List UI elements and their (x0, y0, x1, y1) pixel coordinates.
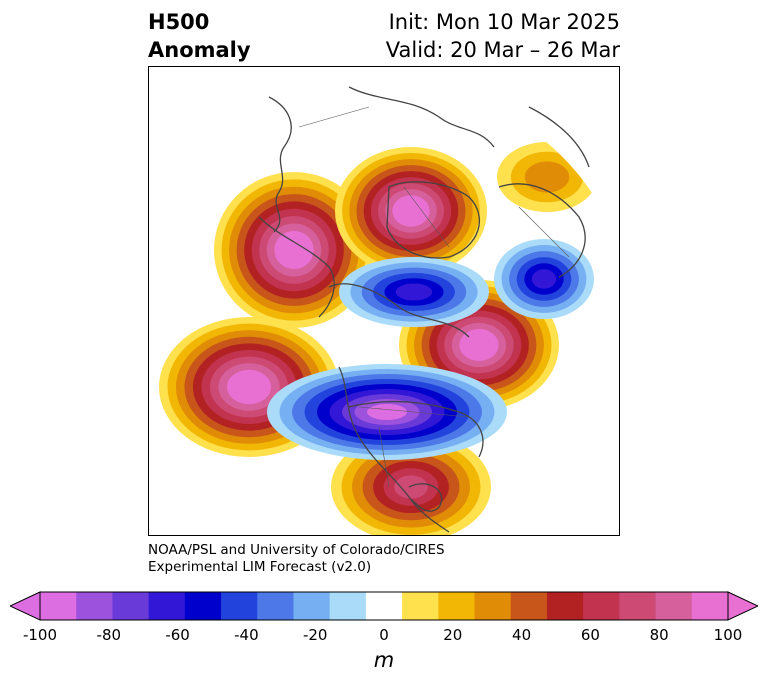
contour-band (399, 201, 423, 221)
contour-band (235, 376, 263, 398)
colorbar-tick-label: -100 (22, 626, 58, 644)
colorbar-bin (438, 592, 476, 620)
colorbar-bin (293, 592, 331, 620)
colorbar-tick-label: 100 (713, 626, 743, 644)
colorbar-tick-label: -20 (302, 626, 328, 644)
political-borders (298, 106, 570, 488)
colorbar-bin (546, 592, 584, 620)
contour-band (524, 161, 570, 193)
contour-band (281, 238, 307, 262)
colorbar-extend-min (10, 591, 41, 621)
colorbar-bin (583, 592, 620, 620)
colorbar-bin (365, 592, 403, 620)
colorbar-bin (184, 592, 222, 620)
init-date: Init: Mon 10 Mar 2025 (388, 10, 620, 34)
map-panel (148, 66, 620, 536)
coastlines (258, 86, 590, 533)
valid-dates: Valid: 20 Mar – 26 Mar (385, 38, 620, 62)
colorbar-bin (619, 592, 657, 620)
colorbar-bin (257, 592, 294, 620)
colorbar-tick-label: 80 (649, 626, 669, 644)
colorbar-bin (112, 592, 150, 620)
colorbar-tick-label: 60 (580, 626, 600, 644)
colorbar-tick-label: -40 (234, 626, 259, 644)
contour-band (466, 335, 492, 355)
colorbar-bin (691, 592, 729, 620)
contour-band (531, 269, 557, 289)
anomaly-europe-trough (494, 239, 594, 319)
colorbar (10, 591, 758, 621)
anomaly-greenland-high (335, 147, 487, 275)
anomaly-baffin-trough (339, 257, 489, 327)
contour-band (395, 283, 433, 301)
contour-band (367, 404, 407, 420)
colorbar-bin (148, 592, 186, 620)
colorbar-extend-max (727, 591, 758, 621)
colorbar-ticks: -100 -80 -60 -40 -20 0 20 40 60 80 100 (0, 626, 768, 646)
colorbar-bin (40, 592, 77, 620)
colorbar-tick-label: 0 (379, 626, 389, 644)
chart-title: H500 Anomaly (148, 8, 251, 64)
credit-text: NOAA/PSL and University of Colorado/CIRE… (148, 542, 445, 576)
colorbar-bin (510, 592, 548, 620)
colorbar-tick-label: -60 (165, 626, 190, 644)
colorbar-unit: m (373, 648, 395, 672)
title-line-2: Anomaly (148, 38, 251, 62)
colorbar-tick-label: -80 (96, 626, 122, 644)
colorbar-bin (221, 592, 258, 620)
colorbar-bin (402, 592, 439, 620)
anomaly-fills (159, 142, 597, 535)
forecast-dates: Init: Mon 10 Mar 2025 Valid: 20 Mar – 26… (386, 8, 620, 64)
anomaly-map (159, 86, 597, 535)
contour-band (394, 475, 428, 499)
colorbar-tick-label: 40 (512, 626, 532, 644)
anomaly-north-america-trough (267, 364, 507, 460)
colorbar-bin (474, 592, 512, 620)
anomaly-pacific-ridge (159, 317, 339, 457)
colorbar-bin (329, 592, 367, 620)
credit-line-1: NOAA/PSL and University of Colorado/CIRE… (148, 542, 445, 558)
colorbar-bin (76, 592, 113, 620)
colorbar-bin (655, 592, 693, 620)
title-line-1: H500 (148, 10, 210, 34)
credit-line-2: Experimental LIM Forecast (v2.0) (148, 559, 372, 575)
colorbar-tick-label: 20 (443, 626, 463, 644)
colorbar-outline (39, 591, 729, 621)
